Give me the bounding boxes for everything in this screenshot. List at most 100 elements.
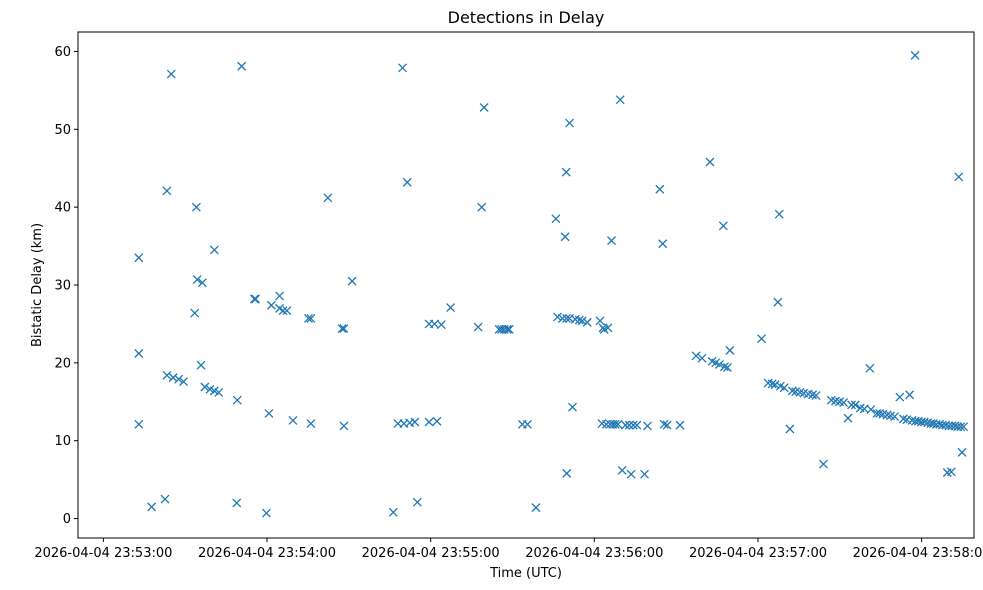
data-point bbox=[278, 306, 288, 316]
data-point bbox=[675, 420, 685, 430]
data-point bbox=[626, 469, 636, 479]
x-axis: 2026-04-04 23:53:00 2026-04-04 23:54:00 20… bbox=[34, 538, 983, 561]
data-points bbox=[134, 50, 969, 518]
data-point bbox=[839, 398, 849, 408]
data-point bbox=[757, 334, 766, 344]
data-point bbox=[910, 50, 920, 60]
data-point bbox=[655, 184, 665, 194]
data-point bbox=[479, 103, 489, 112]
data-point bbox=[785, 424, 795, 434]
data-point bbox=[134, 349, 144, 358]
data-point bbox=[166, 69, 176, 79]
data-point bbox=[251, 294, 261, 304]
data-point bbox=[288, 415, 298, 425]
data-point bbox=[250, 294, 259, 304]
data-point bbox=[715, 359, 724, 369]
data-point bbox=[632, 420, 642, 430]
data-point bbox=[264, 408, 274, 418]
data-point bbox=[865, 363, 875, 373]
data-point bbox=[339, 421, 349, 431]
y-tick-label: 40 bbox=[54, 201, 71, 216]
data-point bbox=[179, 377, 189, 386]
data-point bbox=[811, 391, 821, 401]
data-point bbox=[531, 503, 541, 513]
data-point bbox=[919, 417, 929, 427]
data-point bbox=[347, 276, 357, 286]
y-tick-label: 60 bbox=[54, 45, 71, 60]
data-point bbox=[562, 314, 571, 323]
data-point bbox=[523, 419, 532, 429]
data-point bbox=[266, 300, 276, 310]
data-point bbox=[628, 420, 638, 430]
data-point bbox=[719, 362, 729, 372]
data-point bbox=[209, 245, 219, 255]
data-point bbox=[866, 405, 876, 415]
data-point bbox=[705, 157, 715, 167]
data-point bbox=[168, 373, 178, 383]
data-point bbox=[232, 498, 242, 508]
data-point bbox=[237, 61, 247, 71]
data-point bbox=[402, 177, 412, 187]
data-point bbox=[424, 417, 434, 427]
data-point bbox=[275, 291, 285, 301]
y-axis: 0 10 20 30 40 50 60 bbox=[54, 45, 78, 527]
data-point bbox=[562, 468, 572, 478]
data-point bbox=[323, 193, 333, 203]
data-point bbox=[595, 316, 605, 326]
x-tick-label: 2026-04-04 23:58:00 bbox=[853, 546, 983, 561]
data-point bbox=[643, 421, 652, 431]
data-point bbox=[473, 322, 483, 332]
data-point bbox=[565, 118, 574, 128]
data-point bbox=[306, 314, 316, 323]
data-point bbox=[898, 414, 908, 424]
data-point bbox=[620, 420, 630, 430]
data-point bbox=[607, 236, 616, 246]
data-point bbox=[339, 324, 349, 334]
data-point bbox=[551, 214, 561, 224]
data-point bbox=[959, 422, 969, 432]
data-point bbox=[882, 410, 892, 420]
y-tick-label: 50 bbox=[54, 123, 71, 138]
data-point bbox=[954, 172, 964, 182]
y-tick-label: 0 bbox=[63, 512, 71, 527]
data-point bbox=[147, 502, 157, 512]
data-point bbox=[875, 408, 885, 418]
data-point bbox=[725, 345, 735, 355]
data-point bbox=[640, 469, 649, 479]
data-point bbox=[282, 306, 292, 316]
data-point bbox=[697, 353, 707, 363]
data-point bbox=[662, 420, 672, 430]
y-tick-label: 10 bbox=[54, 434, 71, 449]
data-point bbox=[808, 390, 817, 400]
data-point bbox=[774, 209, 784, 219]
data-point bbox=[200, 382, 210, 392]
data-point bbox=[262, 508, 271, 518]
data-point bbox=[197, 278, 207, 288]
data-point bbox=[232, 395, 242, 405]
data-point bbox=[192, 275, 202, 285]
data-point bbox=[160, 494, 170, 504]
data-point bbox=[613, 419, 623, 429]
data-point bbox=[306, 419, 316, 429]
data-point bbox=[603, 323, 613, 333]
data-point bbox=[818, 459, 828, 469]
data-point bbox=[412, 497, 422, 507]
data-point bbox=[446, 303, 456, 313]
x-tick-label: 2026-04-04 23:57:00 bbox=[689, 546, 827, 561]
data-point bbox=[957, 447, 967, 457]
y-tick-label: 30 bbox=[54, 279, 71, 294]
chart-title: Detections in Delay bbox=[448, 8, 605, 27]
data-point bbox=[560, 232, 570, 242]
data-point bbox=[561, 167, 571, 177]
data-point bbox=[610, 419, 620, 429]
data-point bbox=[787, 386, 797, 396]
data-point bbox=[191, 202, 201, 212]
data-point bbox=[504, 324, 514, 334]
data-point bbox=[843, 413, 853, 423]
data-point bbox=[134, 253, 144, 263]
data-point bbox=[568, 402, 577, 412]
data-point bbox=[767, 379, 777, 389]
data-point bbox=[615, 95, 625, 105]
data-point bbox=[214, 387, 224, 397]
